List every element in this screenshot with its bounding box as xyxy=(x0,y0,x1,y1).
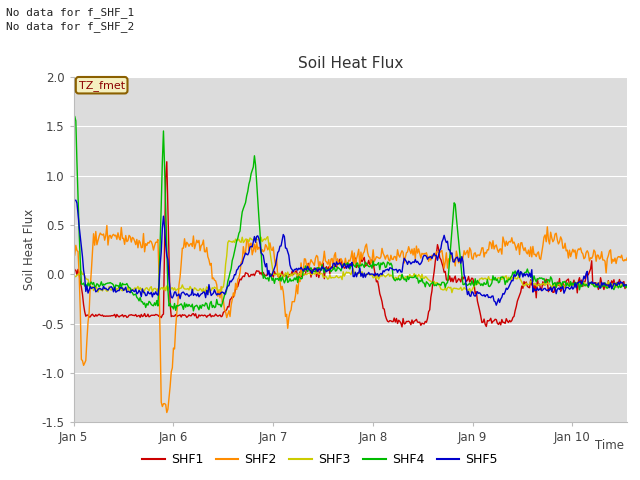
SHF3 xyxy=(372,274,380,280)
SHF4 xyxy=(525,270,532,276)
SHF3 xyxy=(140,290,147,296)
SHF3 xyxy=(264,234,271,240)
SHF4 xyxy=(401,277,408,283)
Line: SHF3: SHF3 xyxy=(74,237,627,293)
SHF4 xyxy=(70,113,77,119)
Text: No data for f_SHF_2: No data for f_SHF_2 xyxy=(6,21,134,32)
SHF1 xyxy=(337,257,345,263)
SHF3 xyxy=(525,281,533,287)
SHF5 xyxy=(333,259,340,265)
Text: No data for f_SHF_1: No data for f_SHF_1 xyxy=(6,7,134,18)
SHF2 xyxy=(612,261,620,266)
SHF5 xyxy=(70,197,77,203)
SHF2 xyxy=(401,254,409,260)
SHF1 xyxy=(623,283,631,288)
SHF5 xyxy=(336,260,344,265)
SHF2 xyxy=(103,223,111,228)
Title: Soil Heat Flux: Soil Heat Flux xyxy=(298,57,403,72)
SHF5 xyxy=(611,281,619,287)
SHF3 xyxy=(401,274,409,280)
SHF4 xyxy=(611,284,619,290)
SHF2 xyxy=(623,255,631,261)
Line: SHF2: SHF2 xyxy=(74,226,627,412)
SHF4 xyxy=(189,308,197,314)
SHF1 xyxy=(334,257,342,263)
SHF5 xyxy=(525,274,532,280)
SHF2 xyxy=(335,261,342,267)
SHF1 xyxy=(371,266,378,272)
SHF2 xyxy=(338,258,346,264)
SHF1 xyxy=(612,283,620,289)
SHF4 xyxy=(371,263,378,269)
SHF4 xyxy=(337,268,345,274)
SHF2 xyxy=(163,409,171,415)
Text: TZ_fmet: TZ_fmet xyxy=(79,80,125,91)
SHF5 xyxy=(623,282,631,288)
SHF3 xyxy=(70,272,77,277)
SHF3 xyxy=(335,275,342,281)
Text: Time: Time xyxy=(595,439,624,452)
SHF2 xyxy=(525,253,533,259)
SHF1 xyxy=(525,285,533,291)
Line: SHF1: SHF1 xyxy=(74,162,627,327)
SHF3 xyxy=(623,283,631,288)
SHF3 xyxy=(338,277,346,283)
SHF1 xyxy=(70,263,77,269)
Line: SHF5: SHF5 xyxy=(74,200,627,305)
Line: SHF4: SHF4 xyxy=(74,116,627,311)
SHF1 xyxy=(163,159,171,165)
SHF5 xyxy=(369,271,377,277)
SHF3 xyxy=(612,285,620,290)
SHF2 xyxy=(372,256,380,262)
SHF4 xyxy=(623,282,631,288)
SHF1 xyxy=(398,324,406,330)
SHF5 xyxy=(399,261,407,267)
Legend: SHF1, SHF2, SHF3, SHF4, SHF5: SHF1, SHF2, SHF3, SHF4, SHF5 xyxy=(137,448,503,471)
SHF1 xyxy=(401,321,409,326)
SHF2 xyxy=(70,247,77,253)
SHF4 xyxy=(334,264,342,270)
Y-axis label: Soil Heat Flux: Soil Heat Flux xyxy=(23,209,36,290)
SHF5 xyxy=(492,302,500,308)
